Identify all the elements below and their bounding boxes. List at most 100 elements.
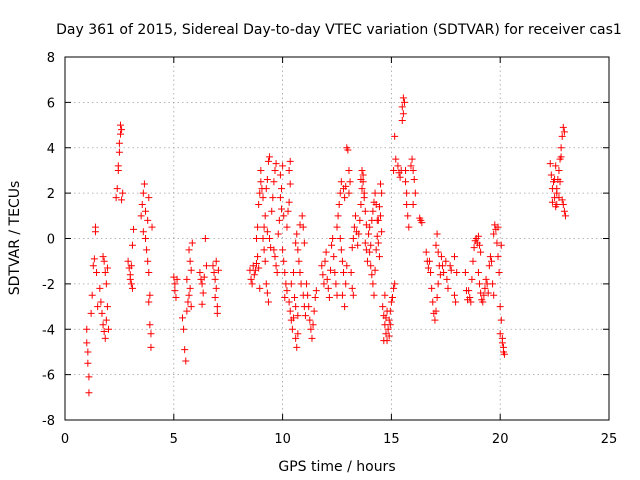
data-point	[142, 207, 150, 215]
data-point	[288, 325, 296, 333]
data-point	[146, 291, 154, 299]
data-point	[349, 291, 357, 299]
data-point	[409, 200, 417, 208]
data-point	[209, 262, 217, 270]
data-point	[476, 280, 484, 288]
data-point	[410, 176, 418, 184]
data-point	[560, 207, 568, 215]
data-point	[399, 94, 407, 102]
data-point	[408, 155, 416, 163]
data-point	[144, 257, 152, 265]
data-point	[405, 223, 413, 231]
data-point	[198, 300, 206, 308]
y-tick-label: 6	[47, 96, 55, 111]
data-point	[390, 166, 398, 174]
data-point	[371, 266, 379, 274]
data-point	[470, 244, 478, 252]
data-point	[418, 219, 426, 227]
x-tick-label: 10	[274, 432, 291, 447]
data-point	[211, 293, 219, 301]
data-point	[383, 307, 391, 315]
x-tick-label: 15	[383, 432, 400, 447]
data-point	[112, 194, 120, 202]
data-point	[96, 284, 104, 292]
data-point	[476, 241, 484, 249]
data-point	[285, 198, 293, 206]
data-point	[105, 325, 113, 333]
data-point	[386, 321, 394, 329]
data-point	[388, 293, 396, 301]
data-point	[342, 280, 350, 288]
data-point	[113, 185, 121, 193]
data-point	[493, 239, 501, 247]
data-point	[145, 298, 153, 306]
data-point	[266, 235, 274, 242]
data-point	[358, 185, 366, 193]
data-point	[278, 185, 286, 193]
data-point	[345, 189, 353, 197]
y-tick-label: -6	[42, 369, 55, 384]
data-point	[286, 180, 294, 188]
data-point	[263, 228, 271, 236]
data-point	[355, 230, 363, 238]
data-point	[366, 248, 374, 256]
data-point	[558, 132, 566, 140]
data-point	[404, 212, 412, 220]
data-point	[370, 291, 378, 299]
data-point	[276, 194, 284, 202]
data-point	[271, 166, 279, 174]
data-point	[308, 334, 316, 342]
data-point	[173, 275, 181, 283]
data-point	[114, 162, 122, 170]
data-point	[403, 200, 411, 208]
data-point	[439, 262, 447, 270]
data-point	[374, 216, 382, 224]
data-point	[477, 248, 485, 256]
data-point	[126, 275, 134, 283]
data-point	[474, 269, 482, 277]
data-point	[555, 194, 563, 202]
data-point	[116, 130, 124, 138]
data-point	[336, 235, 344, 242]
data-point	[270, 178, 278, 186]
data-point	[301, 312, 309, 320]
data-point	[257, 178, 265, 186]
data-point	[255, 200, 263, 208]
data-point	[98, 309, 106, 317]
data-point	[118, 196, 126, 204]
data-point	[101, 334, 109, 342]
data-point	[446, 262, 454, 270]
data-point	[374, 239, 382, 247]
data-point	[138, 200, 146, 208]
data-point	[371, 189, 379, 197]
data-point	[101, 269, 109, 277]
data-point	[257, 166, 265, 174]
data-point	[260, 223, 268, 231]
data-point	[409, 166, 417, 174]
data-point	[548, 198, 556, 206]
data-point	[451, 291, 459, 299]
data-point	[347, 269, 355, 277]
data-point	[496, 330, 504, 338]
data-point	[200, 273, 208, 281]
data-point	[87, 309, 95, 317]
data-point	[214, 266, 222, 274]
data-point	[143, 246, 151, 254]
data-point	[280, 257, 288, 265]
data-point	[385, 316, 393, 324]
data-point	[337, 246, 345, 254]
data-point	[212, 284, 220, 292]
data-point	[262, 185, 270, 193]
data-point	[213, 303, 221, 311]
data-point	[272, 262, 280, 270]
data-point	[369, 280, 377, 288]
data-point	[338, 291, 346, 299]
data-point	[469, 257, 477, 265]
data-point	[391, 132, 399, 140]
data-point	[443, 275, 451, 283]
y-axis-label: SDTVAR / TECUs	[7, 181, 23, 296]
data-point	[279, 246, 287, 254]
data-point	[147, 330, 155, 338]
data-point	[560, 128, 568, 136]
data-point	[366, 223, 374, 231]
